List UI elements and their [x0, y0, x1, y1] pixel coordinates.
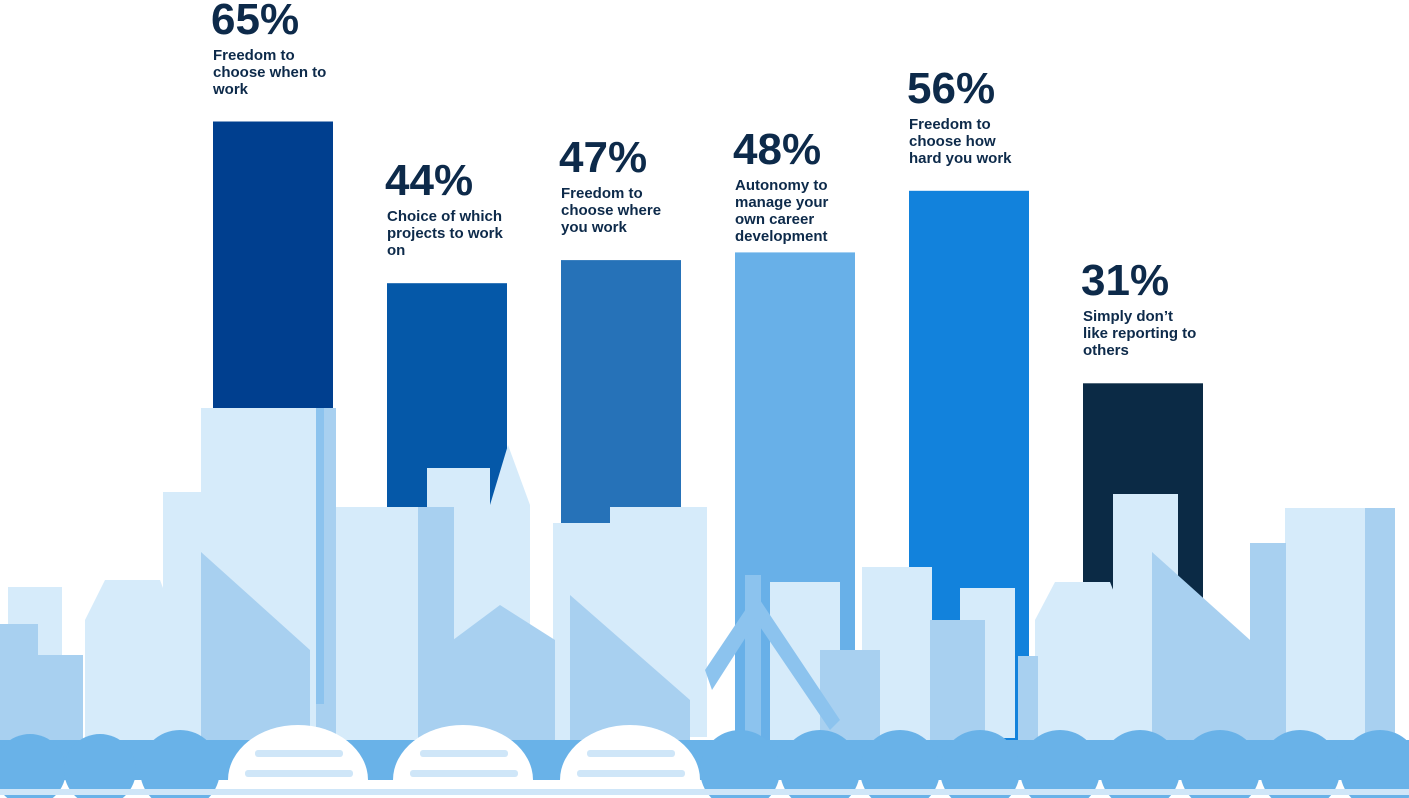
value-label: 47%	[559, 133, 648, 183]
category-label: Freedom to choose how hard you work	[909, 115, 1012, 167]
category-label: Simply don’t like reporting to others	[1083, 308, 1197, 360]
value-label: 31%	[1081, 256, 1170, 306]
category-label: Autonomy to manage your own career devel…	[735, 177, 829, 246]
value-label: 56%	[907, 63, 996, 113]
value-label: 44%	[385, 156, 474, 206]
category-label: Choice of which projects to work on	[387, 208, 503, 260]
value-label: 65%	[211, 0, 300, 44]
category-label: Freedom to choose where you work	[561, 185, 662, 237]
category-label: Freedom to choose when to work	[213, 46, 327, 98]
value-label: 48%	[733, 125, 822, 175]
